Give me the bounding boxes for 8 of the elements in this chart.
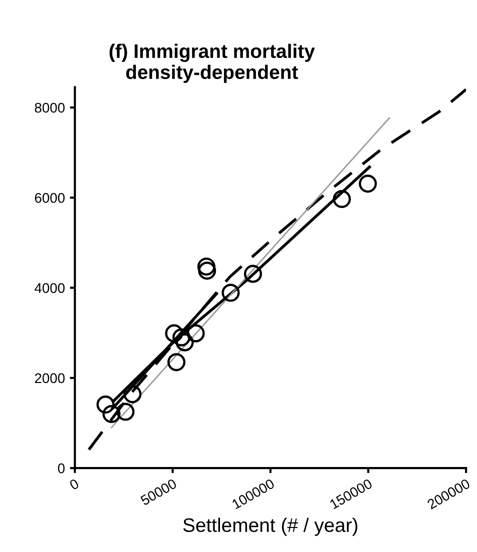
chart-title: (f) Immigrant mortality density-dependent	[110, 44, 315, 83]
y-tick-label: 6000	[34, 192, 65, 203]
y-tick-label: 4000	[34, 283, 65, 293]
y-tick-label: 2000	[34, 373, 65, 384]
y-tick-label: 0	[58, 463, 65, 474]
x-tick-label: 0	[68, 478, 80, 490]
y-tick-label: 8000	[34, 102, 65, 113]
x-axis-title: Settlement (# / year)	[183, 518, 358, 536]
